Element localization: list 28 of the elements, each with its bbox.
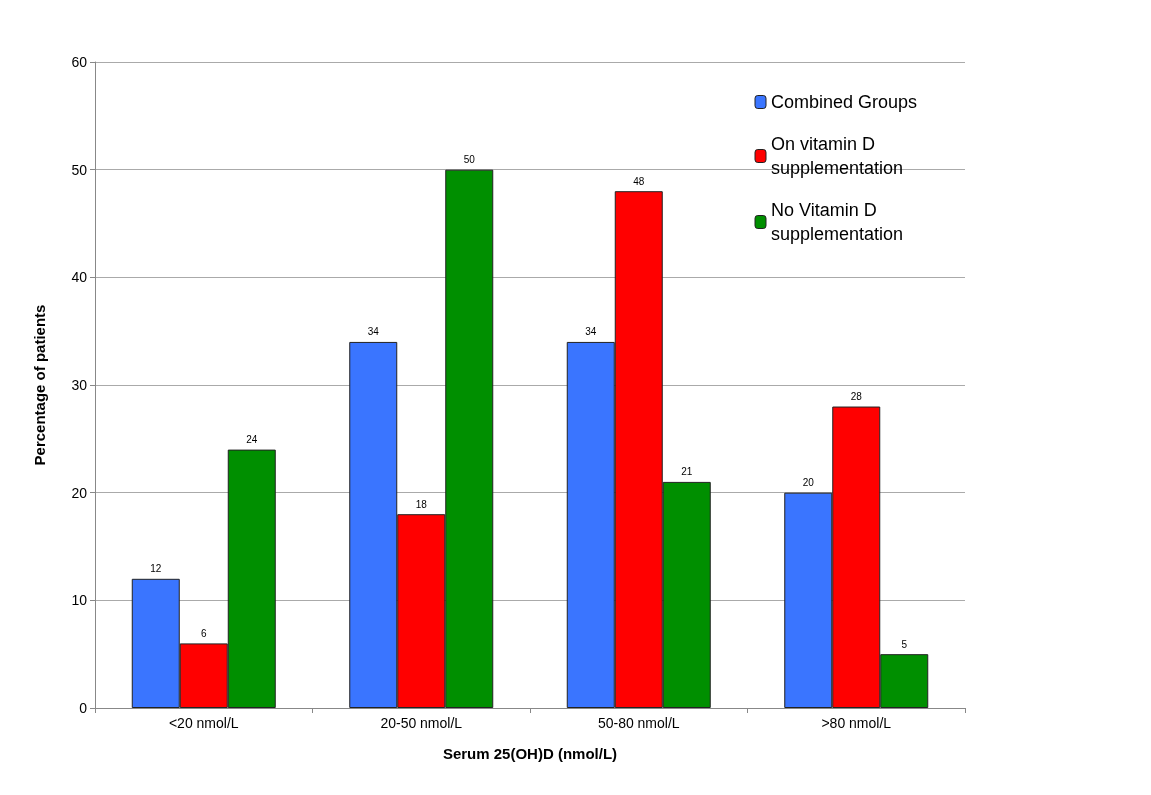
x-tick-label: <20 nmol/L bbox=[168, 715, 239, 731]
data-label: 48 bbox=[633, 175, 645, 187]
data-label: 34 bbox=[585, 326, 597, 338]
data-label: 5 bbox=[901, 638, 908, 650]
data-label: 50 bbox=[463, 154, 476, 166]
y-tick-label: 10 bbox=[71, 592, 88, 609]
y-tick-label: 0 bbox=[79, 700, 88, 716]
data-label: 12 bbox=[150, 563, 162, 575]
y-tick-label: 50 bbox=[71, 161, 88, 178]
y-tick-label: 40 bbox=[71, 269, 88, 286]
data-label: 6 bbox=[200, 627, 207, 639]
legend-label: Combined Groups bbox=[771, 92, 918, 112]
y-tick-label: 20 bbox=[71, 484, 88, 501]
y-tick-label: 60 bbox=[71, 54, 88, 70]
x-axis-title: Serum 25(OH)D (nmol/L) bbox=[442, 745, 618, 762]
data-label: 24 bbox=[246, 434, 258, 446]
y-tick-label: 30 bbox=[71, 377, 88, 393]
y-axis-title: Percentage of patients bbox=[31, 304, 48, 466]
legend-label: On vitamin D supplementation bbox=[771, 134, 904, 178]
legend-label: No Vitamin D supplementation bbox=[771, 200, 904, 244]
data-label: 34 bbox=[367, 326, 380, 338]
x-tick-label: >80 nmol/L bbox=[821, 715, 892, 731]
data-label: 28 bbox=[850, 391, 863, 403]
data-label: 21 bbox=[681, 466, 693, 478]
x-tick-label: 20-50 nmol/L bbox=[380, 715, 463, 731]
x-tick-label: 50-80 nmol/L bbox=[597, 715, 680, 731]
data-label: 18 bbox=[415, 498, 428, 510]
data-label: 20 bbox=[802, 477, 815, 489]
